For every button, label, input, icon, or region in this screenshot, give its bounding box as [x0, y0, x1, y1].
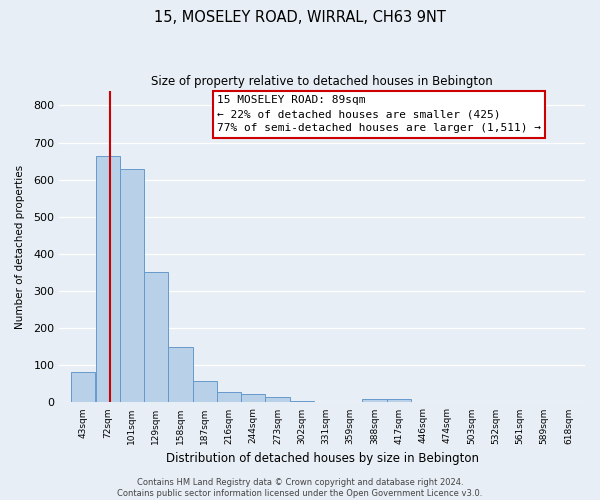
Text: 15 MOSELEY ROAD: 89sqm
← 22% of detached houses are smaller (425)
77% of semi-de: 15 MOSELEY ROAD: 89sqm ← 22% of detached…: [217, 95, 541, 133]
Bar: [290, 400, 314, 402]
X-axis label: Distribution of detached houses by size in Bebington: Distribution of detached houses by size …: [166, 452, 479, 465]
Bar: [241, 394, 265, 402]
Bar: [217, 392, 241, 402]
Text: 15, MOSELEY ROAD, WIRRAL, CH63 9NT: 15, MOSELEY ROAD, WIRRAL, CH63 9NT: [154, 10, 446, 25]
Text: Contains HM Land Registry data © Crown copyright and database right 2024.
Contai: Contains HM Land Registry data © Crown c…: [118, 478, 482, 498]
Bar: [387, 400, 411, 402]
Bar: [362, 400, 386, 402]
Bar: [193, 381, 217, 402]
Bar: [265, 397, 290, 402]
Y-axis label: Number of detached properties: Number of detached properties: [15, 164, 25, 328]
Bar: [71, 372, 95, 402]
Bar: [144, 272, 168, 402]
Bar: [96, 156, 120, 402]
Title: Size of property relative to detached houses in Bebington: Size of property relative to detached ho…: [151, 75, 493, 88]
Bar: [168, 348, 193, 403]
Bar: [120, 168, 143, 402]
